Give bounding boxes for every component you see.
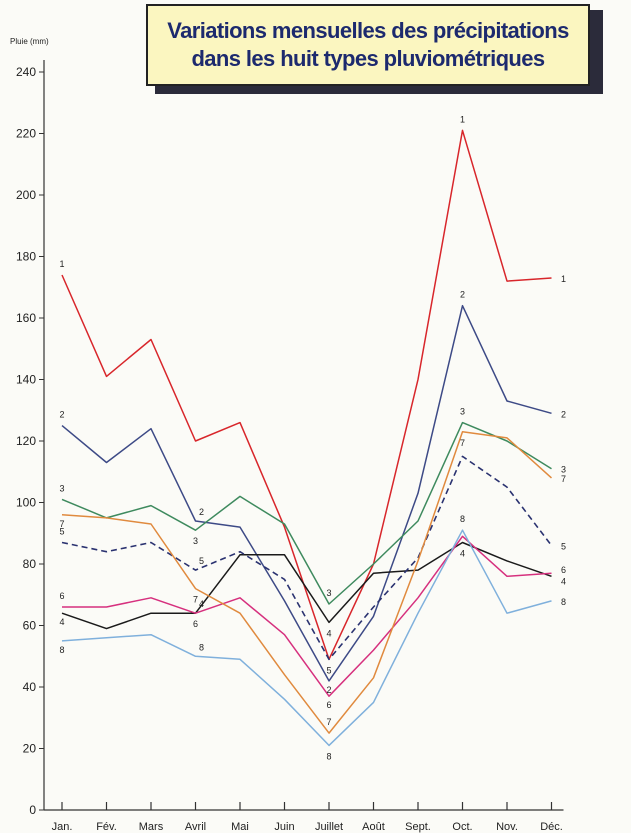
y-tick-label: 200 xyxy=(16,188,36,202)
x-tick-label: Août xyxy=(362,821,385,833)
point-label-8: 8 xyxy=(326,751,331,761)
x-tick-label: Sept. xyxy=(405,821,431,833)
point-label-2: 2 xyxy=(561,409,566,419)
x-tick-label: Nov. xyxy=(496,821,518,833)
y-tick-label: 0 xyxy=(29,803,36,817)
point-label-1: 1 xyxy=(460,114,465,124)
series-line-3 xyxy=(61,421,552,605)
point-label-4: 4 xyxy=(326,628,331,638)
y-tick-label: 160 xyxy=(16,311,36,325)
x-tick-label: Juillet xyxy=(315,821,343,833)
point-label-1: 1 xyxy=(59,259,64,269)
point-label-5: 5 xyxy=(199,556,204,566)
x-tick-label: Mai xyxy=(231,821,249,833)
chart-title-line-1: Variations mensuelles des précipitations xyxy=(167,18,569,43)
point-label-8: 8 xyxy=(561,597,566,607)
x-tick-label: Oct. xyxy=(452,821,472,833)
y-tick-label: 120 xyxy=(16,434,36,448)
chart-title-box: Variations mensuelles des précipitations… xyxy=(146,4,590,86)
point-label-4: 4 xyxy=(561,576,566,586)
y-tick-label: 40 xyxy=(23,680,37,694)
point-label-6: 6 xyxy=(561,565,566,575)
point-label-6: 6 xyxy=(193,619,198,629)
x-tick-label: Déc. xyxy=(540,821,563,833)
series-line-8 xyxy=(61,529,552,747)
point-label-7: 7 xyxy=(561,474,566,484)
x-tick-label: Juin xyxy=(274,821,294,833)
point-label-4: 4 xyxy=(59,617,64,627)
x-tick-label: Fév. xyxy=(96,821,117,833)
point-label-3: 3 xyxy=(59,483,64,493)
point-label-2: 2 xyxy=(199,507,204,517)
point-label-6: 6 xyxy=(59,591,64,601)
series-line-2 xyxy=(61,304,552,682)
point-label-3: 3 xyxy=(561,465,566,475)
series-line-5 xyxy=(61,455,553,661)
series-line-7 xyxy=(61,431,553,734)
y-tick-label: 140 xyxy=(16,373,36,387)
y-axis-label: Pluie (mm) xyxy=(10,37,49,46)
point-label-3: 3 xyxy=(326,588,331,598)
y-tick-label: 220 xyxy=(16,127,36,141)
series-line-4 xyxy=(61,541,552,630)
y-tick-label: 240 xyxy=(16,65,36,79)
y-tick-label: 80 xyxy=(23,557,37,571)
point-label-7: 7 xyxy=(326,717,331,727)
x-tick-label: Avril xyxy=(185,821,206,833)
point-label-3: 3 xyxy=(193,536,198,546)
point-label-2: 2 xyxy=(460,290,465,300)
series-line-1 xyxy=(61,129,552,661)
y-tick-label: 20 xyxy=(23,742,37,756)
chart-title-line-2: dans les huit types pluviométriques xyxy=(191,46,545,71)
point-label-8: 8 xyxy=(199,642,204,652)
point-label-6: 6 xyxy=(326,700,331,710)
point-label-4: 4 xyxy=(199,599,204,609)
point-label-8: 8 xyxy=(59,645,64,655)
point-label-8: 8 xyxy=(460,514,465,524)
point-label-5: 5 xyxy=(561,542,566,552)
point-label-5: 5 xyxy=(59,526,64,536)
point-label-2: 2 xyxy=(59,410,64,420)
point-label-7: 7 xyxy=(460,438,465,448)
point-label-3: 3 xyxy=(460,407,465,417)
point-label-7: 7 xyxy=(59,519,64,529)
point-label-2: 2 xyxy=(326,685,331,695)
point-label-7: 7 xyxy=(193,595,198,605)
point-label-5: 5 xyxy=(326,665,331,675)
point-label-4: 4 xyxy=(460,548,465,558)
y-tick-label: 100 xyxy=(16,496,36,510)
y-tick-label: 60 xyxy=(23,619,37,633)
point-label-1: 1 xyxy=(561,274,566,284)
y-tick-label: 180 xyxy=(16,250,36,264)
x-tick-label: Jan. xyxy=(52,821,73,833)
x-tick-label: Mars xyxy=(139,821,164,833)
